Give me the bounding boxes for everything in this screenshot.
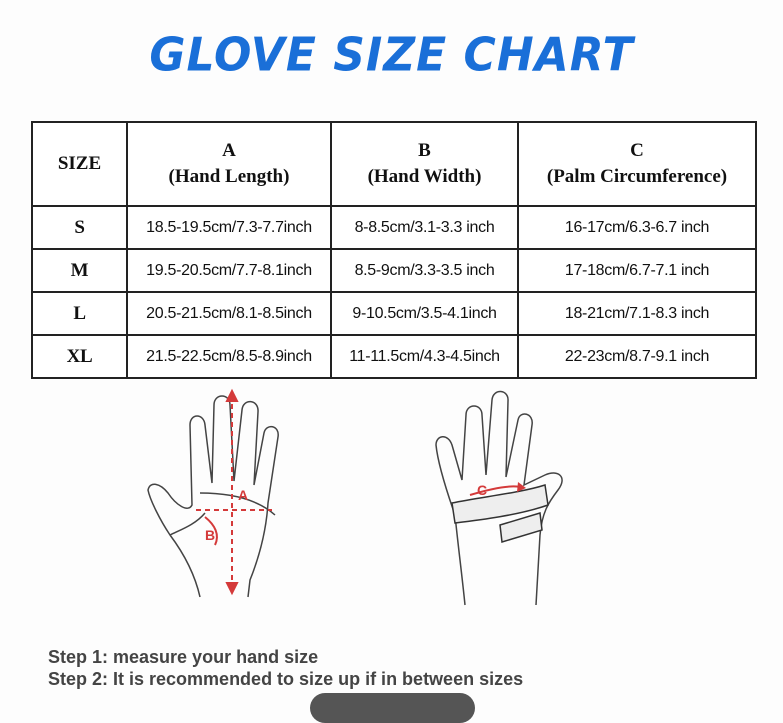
label-a: A [238, 487, 248, 503]
palm-circumference-cell: 16-17cm/6.3-6.7 inch [517, 205, 757, 250]
table-row: M 19.5-20.5cm/7.7-8.1inch 8.5-9cm/3.3-3.… [31, 248, 757, 293]
hand-measurement-diagram: A B C [147, 388, 563, 606]
header-size: SIZE [31, 121, 128, 207]
table-row: XL 21.5-22.5cm/8.5-8.9inch 11-11.5cm/4.3… [31, 334, 757, 379]
label-c: C [477, 482, 487, 498]
hand-length-cell: 21.5-22.5cm/8.5-8.9inch [126, 334, 332, 379]
palm-circumference-cell: 18-21cm/7.1-8.3 inch [517, 291, 757, 336]
palm-circumference-tape-c [451, 482, 549, 543]
table-header-row: SIZE A (Hand Length) B (Hand Width) C (Palm… [31, 121, 757, 207]
header-c: C (Palm Circumference) [517, 121, 757, 207]
label-b: B [205, 527, 215, 543]
hand-width-cell: 9-10.5cm/3.5-4.1inch [330, 291, 519, 336]
size-cell: M [31, 248, 128, 293]
back-hand-illustration [435, 390, 563, 606]
size-cell: L [31, 291, 128, 336]
instructions: Step 1: measure your hand size Step 2: I… [48, 646, 523, 690]
size-cell: S [31, 205, 128, 250]
step-2: Step 2: It is recommended to size up if … [48, 669, 524, 689]
length-measure-a [196, 388, 272, 596]
header-b: B (Hand Width) [330, 121, 519, 207]
hand-length-cell: 18.5-19.5cm/7.3-7.7inch [126, 205, 332, 250]
step-1: Step 1: measure your hand size [48, 647, 319, 667]
header-a: A (Hand Length) [126, 121, 332, 207]
size-table: SIZE A (Hand Length) B (Hand Width) C (Palm… [31, 121, 757, 379]
hand-width-cell: 8.5-9cm/3.3-3.5 inch [330, 248, 519, 293]
bottom-pill [310, 693, 475, 723]
hand-length-cell: 20.5-21.5cm/8.1-8.5inch [126, 291, 332, 336]
open-hand-illustration [147, 395, 279, 598]
table-row: S 18.5-19.5cm/7.3-7.7inch 8-8.5cm/3.1-3.… [31, 205, 757, 250]
hand-width-cell: 8-8.5cm/3.1-3.3 inch [330, 205, 519, 250]
hand-length-cell: 19.5-20.5cm/7.7-8.1inch [126, 248, 332, 293]
chart-title: GLOVE SIZE CHART [149, 28, 634, 83]
size-cell: XL [31, 334, 128, 379]
palm-circumference-cell: 22-23cm/8.7-9.1 inch [517, 334, 757, 379]
table-row: L 20.5-21.5cm/8.1-8.5inch 9-10.5cm/3.5-4… [31, 291, 757, 336]
palm-circumference-cell: 17-18cm/6.7-7.1 inch [517, 248, 757, 293]
hand-width-cell: 11-11.5cm/4.3-4.5inch [330, 334, 519, 379]
